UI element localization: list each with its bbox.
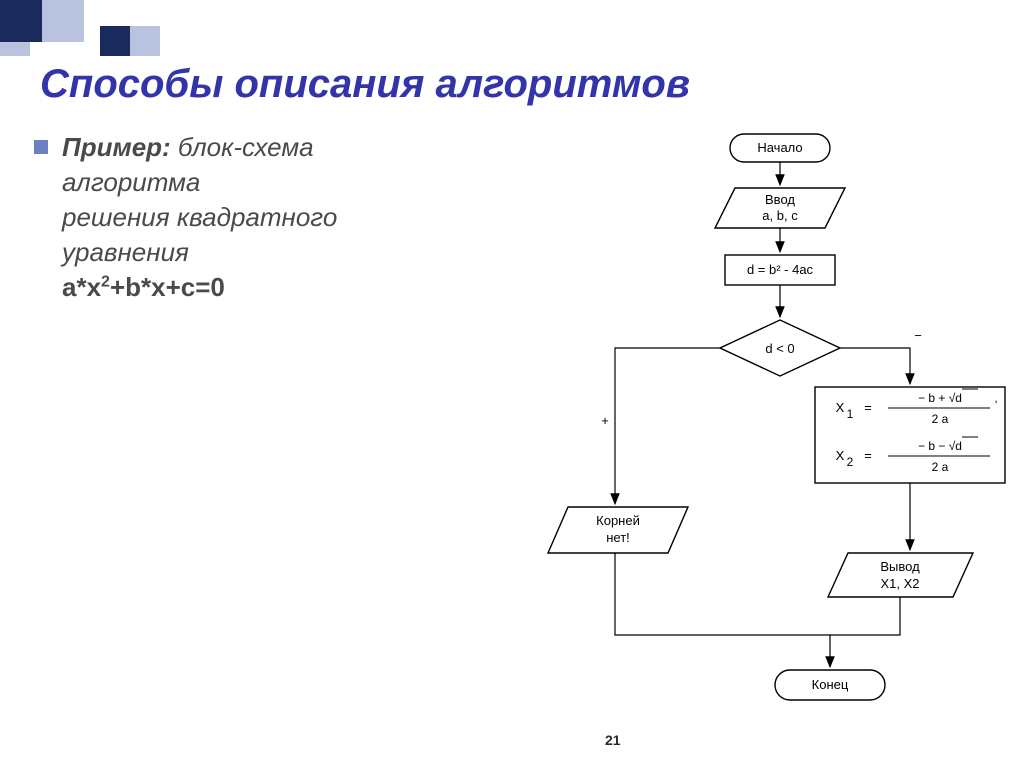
node-input-label2: a, b, c — [762, 208, 798, 223]
node-decision-label: d < 0 — [765, 341, 794, 356]
edge-decision-calcx — [840, 348, 910, 384]
calcx-x1-den: 2 a — [932, 412, 949, 426]
node-noroots-label2: нет! — [606, 530, 630, 545]
edge-noroots-end — [615, 553, 830, 667]
equation-part-b: +b*x+c=0 — [110, 272, 225, 302]
decor-square-1 — [0, 0, 42, 42]
body-line-2: алгоритма — [62, 167, 200, 197]
decor-square-5 — [0, 42, 30, 56]
decor-square-4 — [130, 26, 160, 56]
decor-square-2 — [42, 0, 84, 42]
calcx-x1-lhs: X — [836, 400, 845, 415]
node-noroots-label1: Корней — [596, 513, 640, 528]
calcx-x2-num: − b − √d — [918, 439, 962, 453]
calcx-x2-sub: 2 — [847, 455, 854, 469]
calcx-comma: , — [994, 391, 997, 405]
edge-decision-noroots — [615, 348, 720, 504]
body-line-4: уравнения — [62, 237, 189, 267]
node-input-label1: Ввод — [765, 192, 795, 207]
edge-output-merge — [830, 597, 900, 635]
calcx-x2-eq: = — [864, 448, 872, 463]
slide-title: Способы описания алгоритмов — [40, 62, 690, 107]
equation-sup: 2 — [101, 274, 110, 291]
equation-part-a: a*x — [62, 272, 101, 302]
node-end-label: Конец — [812, 677, 849, 692]
example-label: Пример: — [62, 132, 171, 162]
calcx-x2-den: 2 a — [932, 460, 949, 474]
calcx-x1-num: − b + √d — [918, 391, 962, 405]
edge-label-plus: + — [601, 413, 609, 428]
body-line-3: решения квадратного — [62, 202, 337, 232]
node-calc-d-label: d = b² - 4ac — [747, 262, 814, 277]
calcx-x1-eq: = — [864, 400, 872, 415]
calcx-x1-sub: 1 — [847, 407, 854, 421]
slide-number: 21 — [605, 732, 621, 748]
edge-label-minus: − — [914, 328, 922, 343]
flowchart-diagram: Начало Ввод a, b, c d = b² - 4ac d < 0 +… — [450, 130, 1020, 730]
decor-square-3 — [100, 26, 130, 56]
body-text-block: Пример: блок-схема алгоритма решения ква… — [62, 130, 462, 305]
calcx-x2-lhs: X — [836, 448, 845, 463]
example-rest: блок-схема — [171, 132, 314, 162]
node-output-label1: Вывод — [880, 559, 920, 574]
node-output-label2: X1, X2 — [880, 576, 919, 591]
bullet-square-icon — [34, 140, 48, 154]
node-start-label: Начало — [757, 140, 802, 155]
